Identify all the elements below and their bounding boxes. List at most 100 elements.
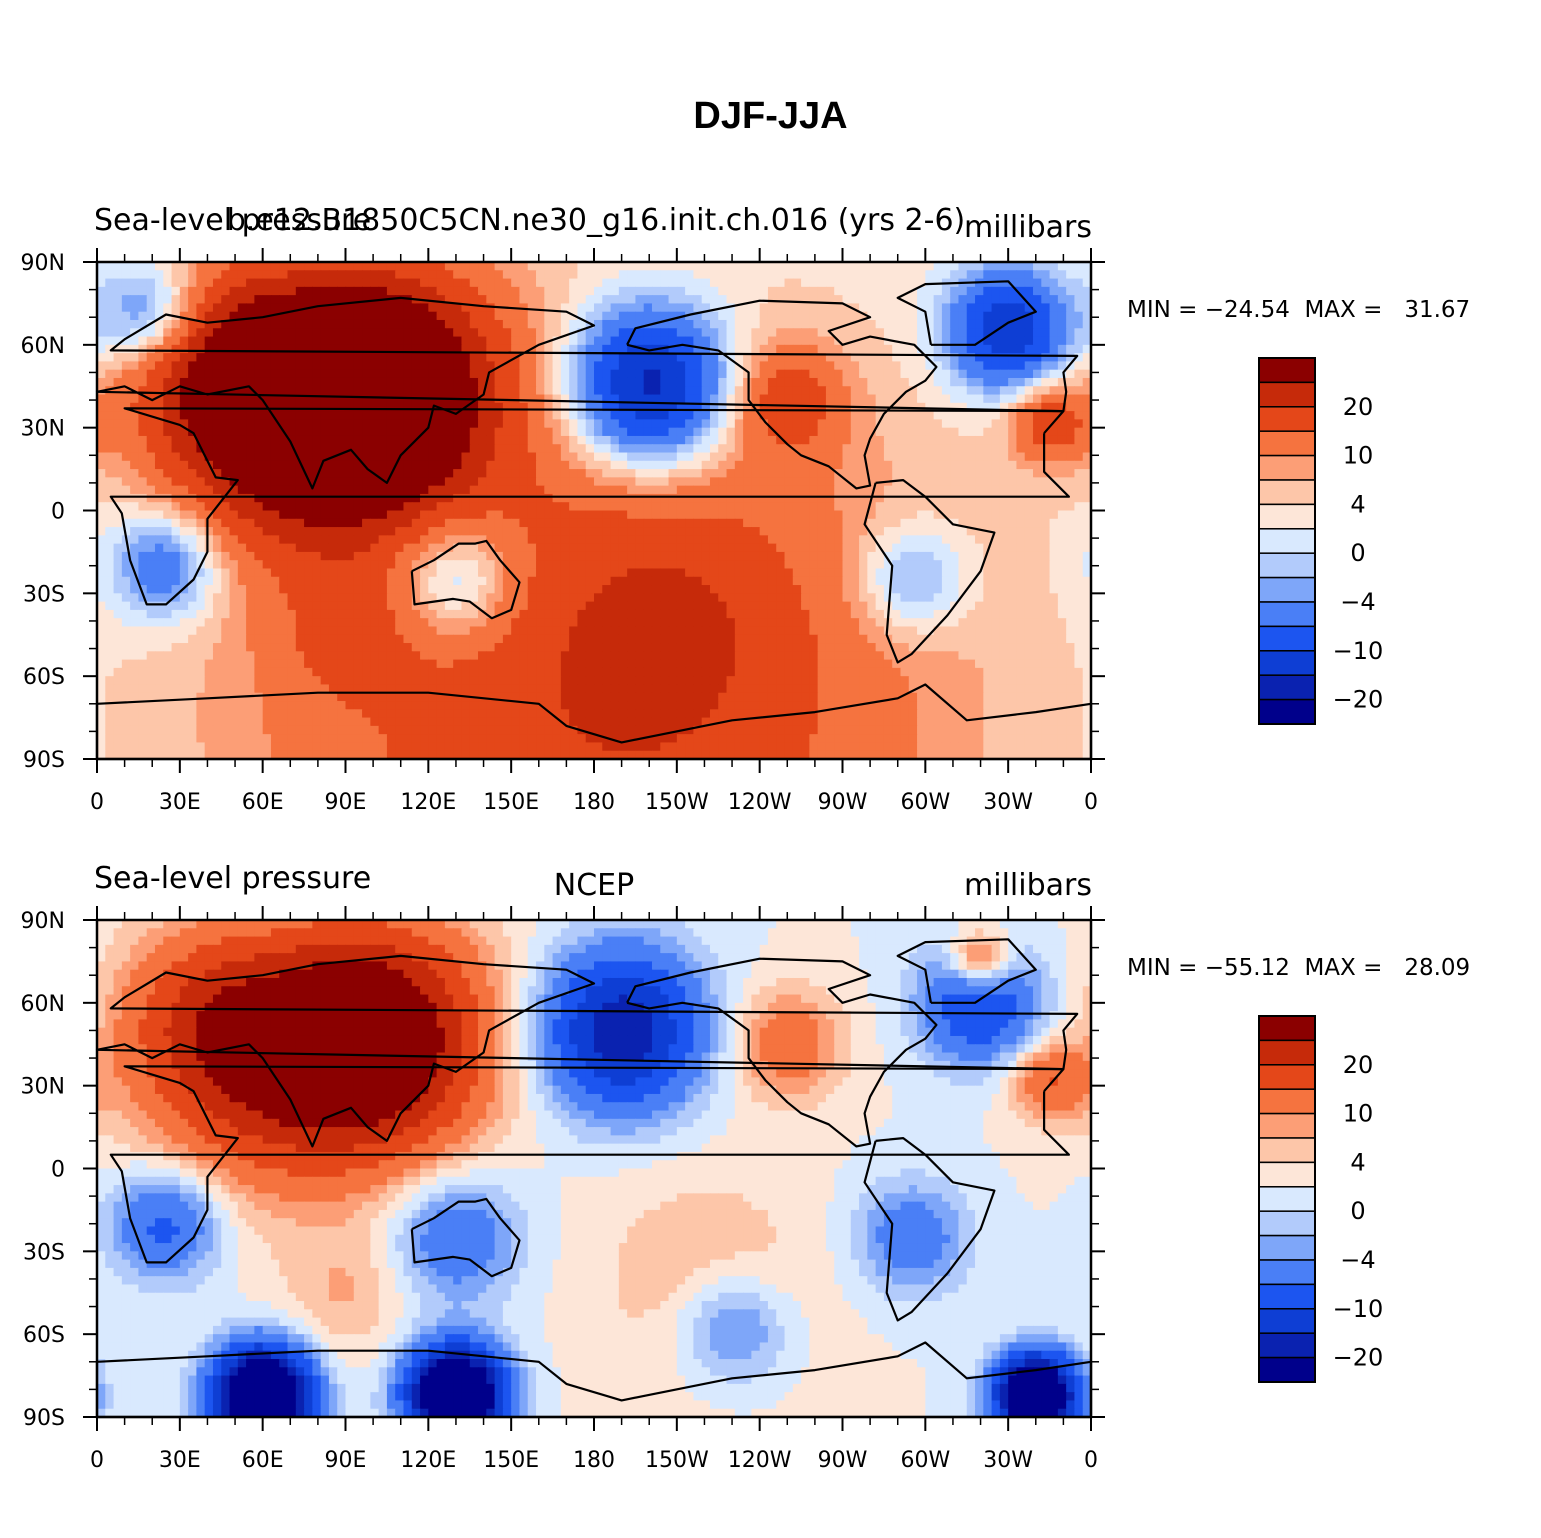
map-cell bbox=[842, 278, 852, 288]
map-cell bbox=[892, 485, 902, 495]
map-cell bbox=[975, 270, 984, 280]
map-cell bbox=[403, 469, 413, 478]
map-cell bbox=[1066, 311, 1076, 321]
map-cell bbox=[163, 427, 173, 437]
map-cell bbox=[262, 485, 272, 495]
map-cell bbox=[676, 295, 686, 305]
map-cell bbox=[519, 402, 529, 412]
map-cell bbox=[428, 353, 438, 362]
map-cell bbox=[403, 411, 413, 420]
map-cell bbox=[287, 551, 297, 561]
map-cell bbox=[163, 543, 173, 553]
map-cell bbox=[386, 502, 396, 512]
map-cell bbox=[958, 402, 968, 412]
map-cell bbox=[958, 311, 968, 321]
map-cell bbox=[502, 262, 512, 271]
map-cell bbox=[287, 311, 297, 321]
map-cell bbox=[552, 262, 562, 271]
map-cell bbox=[237, 444, 247, 454]
map-cell bbox=[444, 460, 454, 470]
map-cell bbox=[594, 328, 603, 338]
map-cell bbox=[950, 485, 960, 495]
map-cell bbox=[701, 510, 711, 520]
map-cell bbox=[204, 576, 214, 586]
map-cell bbox=[113, 262, 123, 271]
map-cell bbox=[958, 386, 968, 396]
map-cell bbox=[643, 278, 653, 288]
map-cell bbox=[950, 328, 960, 338]
map-cell bbox=[287, 518, 297, 528]
map-cell bbox=[444, 344, 454, 354]
map-cell bbox=[328, 477, 338, 487]
map-cell bbox=[486, 535, 496, 545]
map-cell bbox=[560, 303, 570, 313]
map-cell bbox=[486, 502, 496, 512]
map-cell bbox=[345, 460, 355, 470]
map-cell bbox=[1008, 493, 1018, 503]
map-cell bbox=[966, 485, 976, 495]
map-cell bbox=[709, 518, 719, 528]
map-cell bbox=[883, 485, 893, 495]
map-cell bbox=[975, 485, 984, 495]
map-cell bbox=[801, 394, 810, 404]
map-cell bbox=[1008, 344, 1018, 354]
map-cell bbox=[560, 311, 570, 321]
map-cell bbox=[378, 319, 388, 329]
map-cell bbox=[701, 493, 711, 503]
map-cell bbox=[163, 601, 173, 611]
map-cell bbox=[403, 402, 413, 412]
map-cell bbox=[113, 510, 123, 520]
map-cell bbox=[1033, 585, 1042, 594]
map-cell bbox=[933, 319, 943, 329]
map-cell bbox=[502, 402, 512, 412]
map-cell bbox=[569, 435, 579, 445]
map-cell bbox=[163, 278, 173, 288]
map-cell bbox=[975, 377, 984, 387]
map-cell bbox=[1066, 535, 1076, 545]
map-cell bbox=[237, 593, 247, 603]
map-cell bbox=[287, 303, 297, 313]
map-cell bbox=[1024, 502, 1034, 512]
map-cell bbox=[991, 303, 1001, 313]
map-cell bbox=[643, 502, 653, 512]
map-cell bbox=[1033, 262, 1042, 271]
map-cell bbox=[444, 353, 454, 362]
map-cell bbox=[386, 551, 396, 561]
map-cell bbox=[138, 278, 148, 288]
map-cell bbox=[461, 551, 471, 561]
map-cell bbox=[1049, 394, 1059, 404]
map-cell bbox=[825, 394, 835, 404]
map-cell bbox=[767, 560, 777, 570]
map-cell bbox=[444, 311, 454, 321]
map-cell bbox=[154, 593, 164, 603]
map-cell bbox=[461, 560, 471, 570]
map-cell bbox=[536, 502, 545, 512]
map-cell bbox=[627, 353, 637, 362]
map-cell bbox=[685, 286, 694, 296]
map-cell bbox=[950, 551, 960, 561]
map-cell bbox=[113, 402, 123, 412]
map-cell bbox=[362, 601, 371, 611]
map-cell bbox=[1041, 444, 1051, 454]
map-cell bbox=[403, 262, 413, 271]
map-cell bbox=[627, 485, 637, 495]
map-cell bbox=[635, 411, 645, 420]
map-cell bbox=[594, 560, 603, 570]
map-cell bbox=[254, 593, 264, 603]
map-cell bbox=[792, 444, 802, 454]
map-cell bbox=[113, 560, 123, 570]
map-cell bbox=[519, 419, 529, 429]
map-cell bbox=[1082, 353, 1092, 362]
map-cell bbox=[842, 452, 852, 462]
map-cell bbox=[726, 377, 736, 387]
map-cell bbox=[386, 361, 396, 371]
map-cell bbox=[279, 469, 289, 478]
map-cell bbox=[751, 444, 761, 454]
map-cell bbox=[420, 551, 429, 561]
map-cell bbox=[279, 402, 289, 412]
map-cell bbox=[900, 369, 910, 379]
map-cell bbox=[188, 551, 197, 561]
map-cell bbox=[519, 493, 529, 503]
map-cell bbox=[395, 336, 405, 346]
map-cell bbox=[718, 386, 728, 396]
